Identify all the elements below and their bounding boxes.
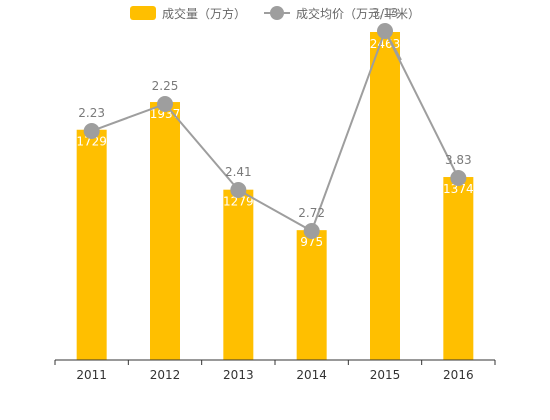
x-tick-label-2011: 2011 xyxy=(76,368,107,382)
bar-value-label: 975 xyxy=(300,235,323,249)
price-marker-2011 xyxy=(83,123,100,139)
bar-value-label: 1937 xyxy=(150,107,181,121)
price-marker-2012 xyxy=(157,96,173,112)
legend-volume-label: 成交量（万方） xyxy=(161,6,246,21)
legend-bar-swatch xyxy=(129,6,156,20)
bar-2016 xyxy=(443,177,474,360)
legend-line-swatch xyxy=(263,6,290,20)
price-value-label: 2.41 xyxy=(225,165,252,179)
x-tick-label-2013: 2013 xyxy=(223,368,254,382)
price-marker-2015 xyxy=(377,23,393,39)
price-value-label: 3.13 xyxy=(372,6,399,20)
x-tick-label-2016: 2016 xyxy=(443,368,474,382)
bar-value-label: 1374 xyxy=(443,182,474,196)
x-tick-label-2012: 2012 xyxy=(150,368,181,382)
bar-2013 xyxy=(223,189,254,360)
price-line xyxy=(91,28,460,233)
x-tick-label-2015: 2015 xyxy=(370,368,401,382)
price-marker-2013 xyxy=(230,182,247,198)
bar-2012 xyxy=(150,102,180,360)
bar-2011 xyxy=(76,129,107,360)
price-value-label: 2.23 xyxy=(78,106,105,120)
bar-value-label: 1729 xyxy=(76,135,107,149)
price-marker-2016 xyxy=(450,170,467,186)
price-value-label: 2.72 xyxy=(298,206,325,220)
x-tick-label-2014: 2014 xyxy=(296,368,327,382)
price-value-label: 3.83 xyxy=(445,153,472,167)
legend-item-price[interactable]: 成交均价（万元/平米） xyxy=(263,5,421,22)
legend: 成交量（万方） 成交均价（万元/平米） xyxy=(0,2,550,24)
price-marker-2014 xyxy=(303,223,320,239)
price-value-label: 2.25 xyxy=(152,79,179,93)
bar-2015 xyxy=(370,32,400,360)
bar-2014 xyxy=(296,230,327,360)
bar-value-label: 1279 xyxy=(223,195,254,209)
legend-item-volume[interactable]: 成交量（万方） xyxy=(129,5,246,22)
legend-price-label: 成交均价（万元/平米） xyxy=(295,6,421,21)
